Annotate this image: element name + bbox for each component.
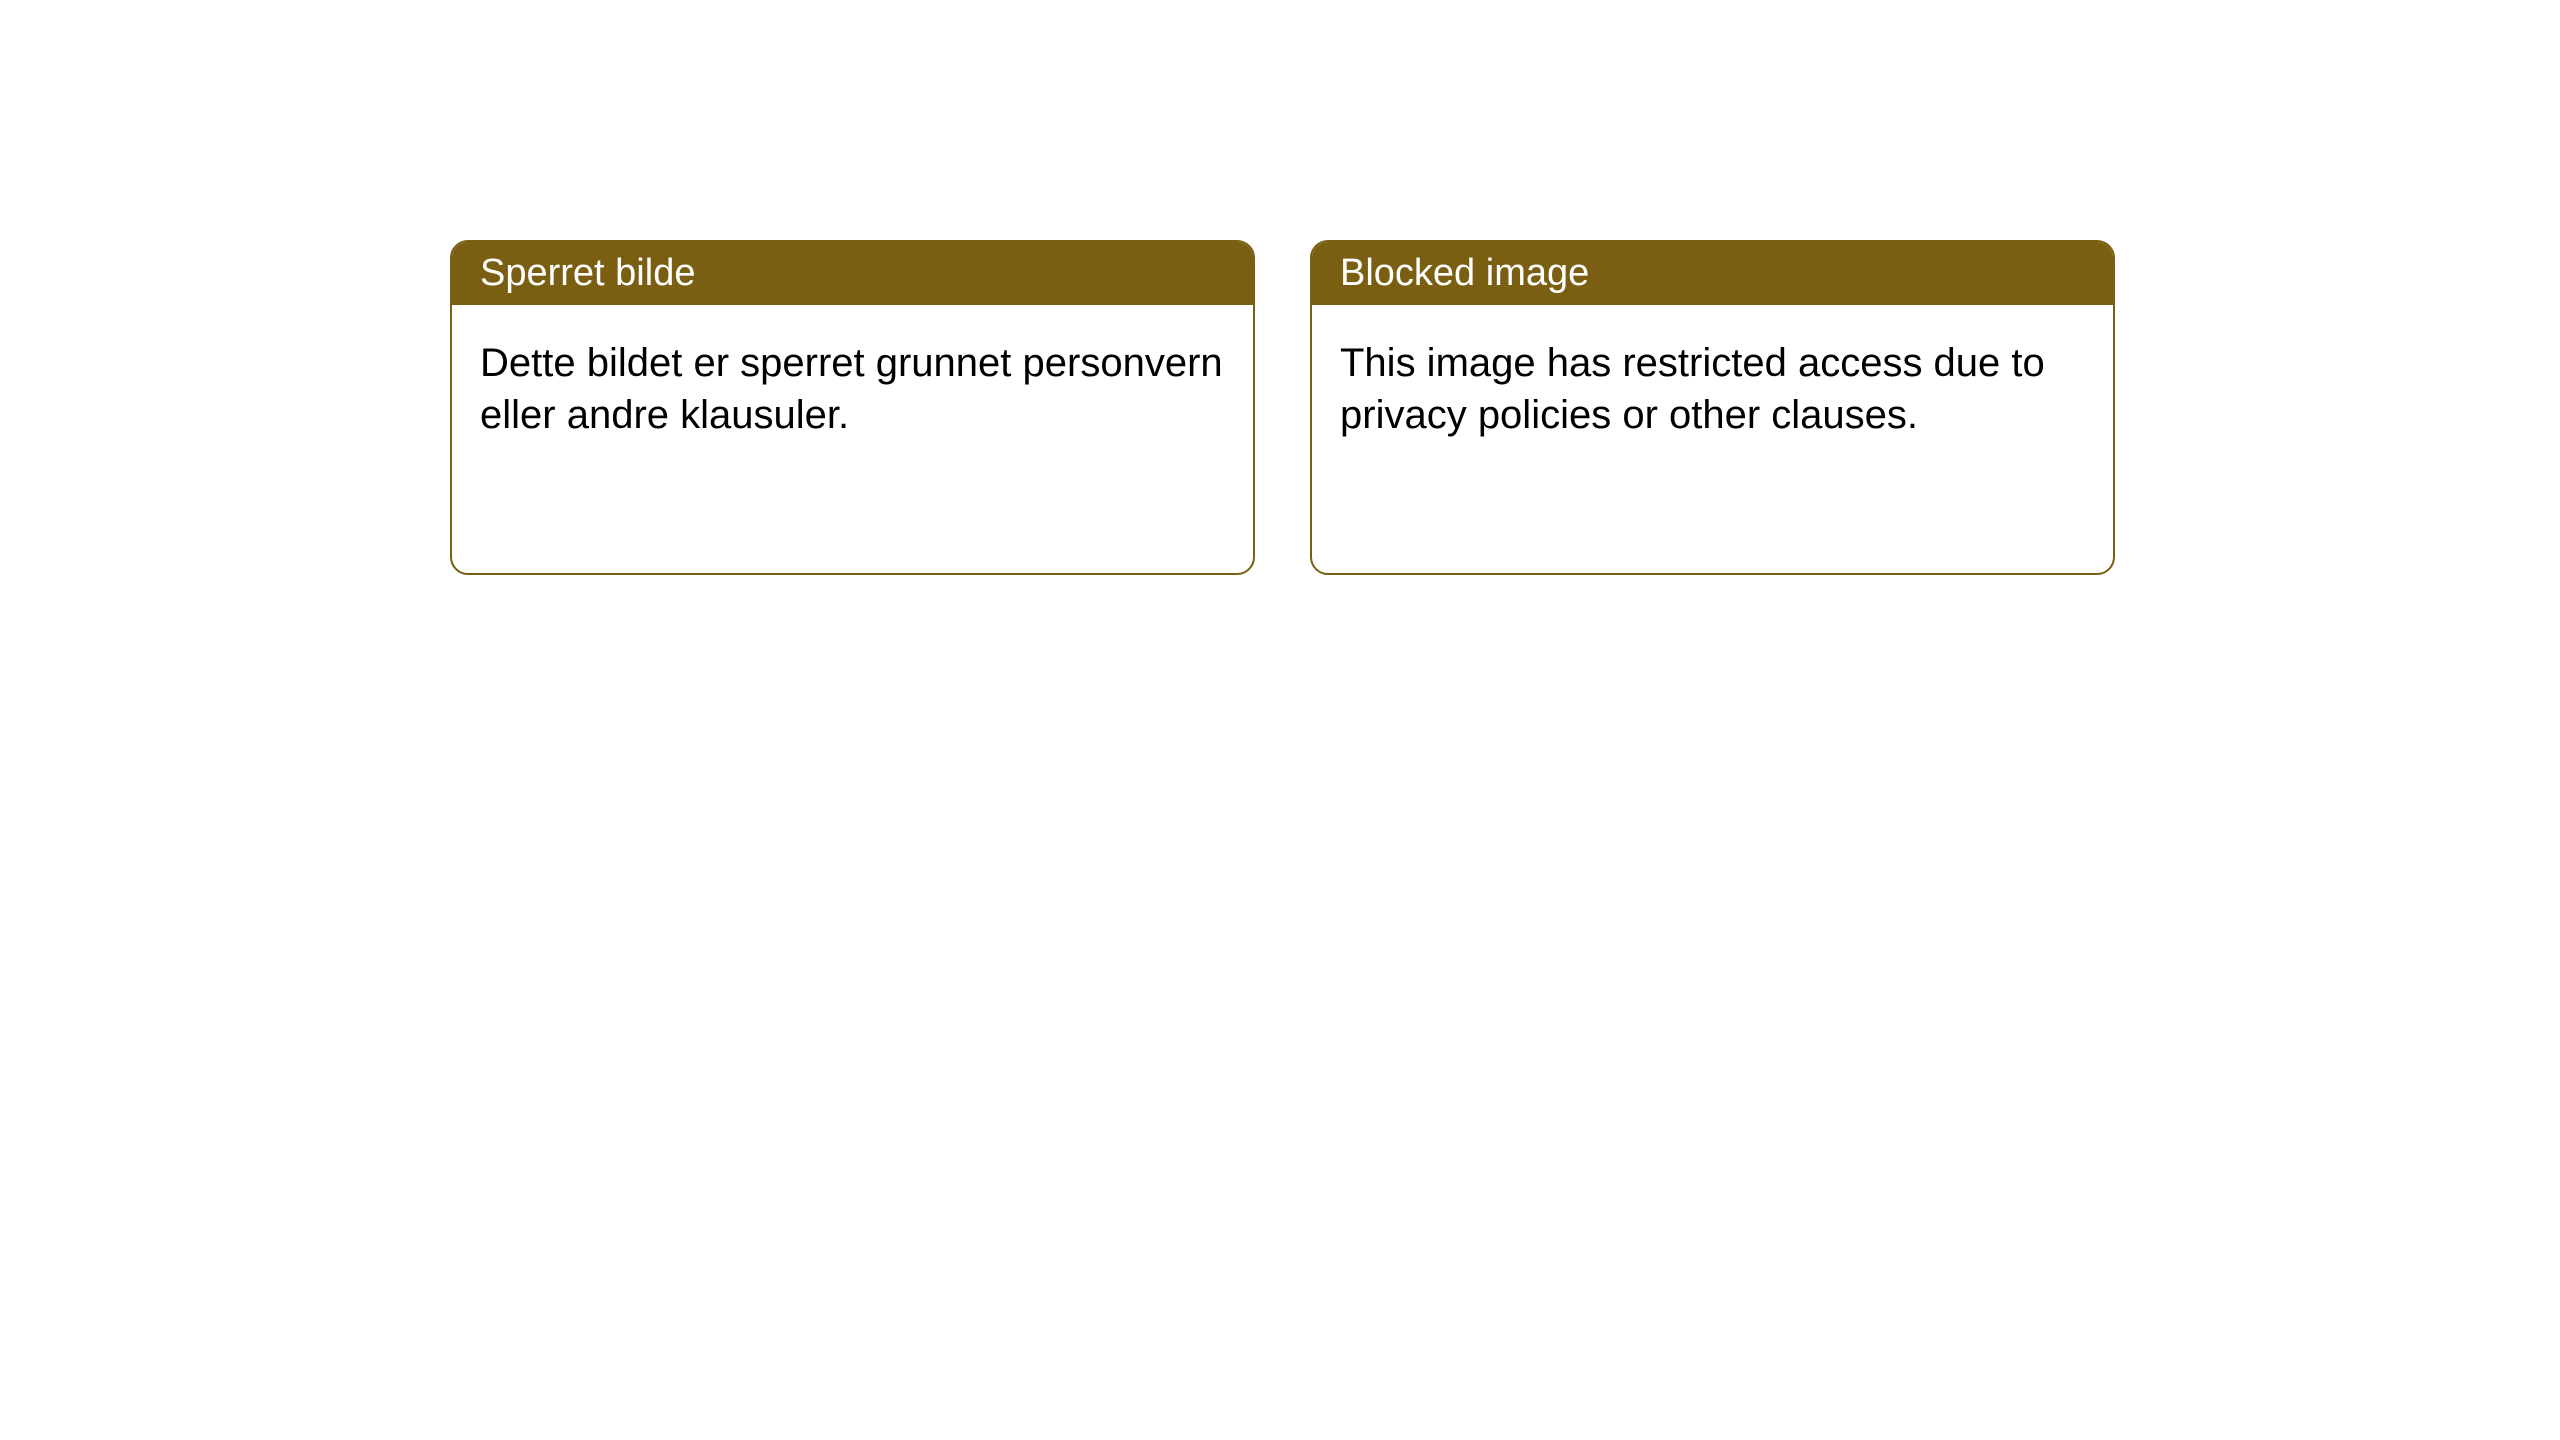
notice-container: Sperret bilde Dette bildet er sperret gr… (0, 0, 2560, 575)
card-title: Sperret bilde (480, 252, 695, 294)
card-body-text: This image has restricted access due to … (1340, 341, 2045, 437)
card-body-text: Dette bildet er sperret grunnet personve… (480, 341, 1223, 437)
card-body: This image has restricted access due to … (1312, 305, 2113, 473)
card-header: Blocked image (1312, 242, 2113, 305)
notice-card-english: Blocked image This image has restricted … (1310, 240, 2115, 575)
card-body: Dette bildet er sperret grunnet personve… (452, 305, 1253, 473)
card-header: Sperret bilde (452, 242, 1253, 305)
card-title: Blocked image (1340, 252, 1589, 294)
notice-card-norwegian: Sperret bilde Dette bildet er sperret gr… (450, 240, 1255, 575)
